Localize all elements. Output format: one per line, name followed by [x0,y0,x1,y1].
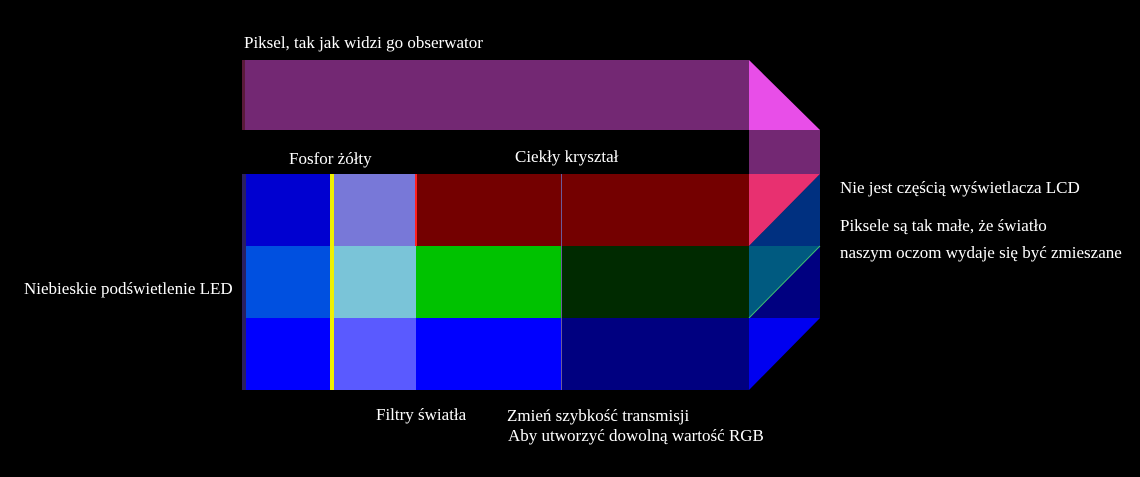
crystal-green-row [562,246,749,318]
pixels-small-label-1: Piksele są tak małe, że światło [840,216,1047,235]
pixel-observer-label: Piksel, tak jak widzi go obserwator [244,33,483,52]
phosphor-yellow-line [330,174,334,390]
observed-pixel-bar [244,60,749,130]
observed-pixel-prism-side [749,130,820,174]
prism-blue [749,318,820,390]
phosphor-yellow-label: Fosfor żółty [289,149,372,168]
phosphor-blue-row [334,318,416,390]
not-part-lcd-label: Nie jest częścią wyświetlacza LCD [840,178,1080,197]
change-rate-label: Zmień szybkość transmisji [507,406,690,425]
prism-green-diagonal [748,245,821,319]
green-filter [416,246,562,318]
crystal-blue-row [562,318,749,390]
pixels-small-label-2: naszym oczom wydaje się być zmieszane [840,243,1122,262]
backlight-green-row [245,246,331,318]
observed-pixel-prism [749,60,820,130]
red-filter [416,174,562,246]
crystal-divider [561,174,562,390]
liquid-crystal-label: Ciekły kryształ [515,147,619,166]
red-filter-edge [415,174,417,246]
blue-backlight-label: Niebieskie podświetlenie LED [24,279,233,298]
prism-red-bottom [749,174,820,246]
phosphor-green-row [334,246,416,318]
crystal-red-row [562,174,749,246]
backlight-blue-row [245,318,331,390]
backlight-red-row [245,174,331,246]
blue-filter [416,318,562,390]
phosphor-red-row [334,174,416,246]
any-rgb-label: Aby utworzyć dowolną wartość RGB [508,426,764,445]
observed-pixel-edge [242,60,245,130]
light-filters-label: Filtry światła [376,405,467,424]
backlight-edge [242,174,246,390]
